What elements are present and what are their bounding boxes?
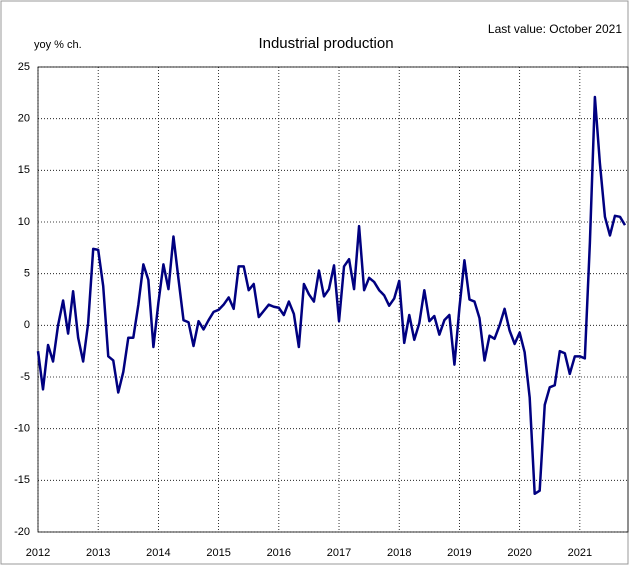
x-tick-label: 2013 [86, 547, 110, 559]
y-tick-label: -5 [20, 371, 30, 383]
x-tick-label: 2014 [146, 547, 170, 559]
y-tick-label: 5 [24, 268, 30, 280]
y-tick-label: -10 [14, 423, 30, 435]
y-tick-label: -20 [14, 526, 30, 538]
x-tick-label: 2019 [447, 547, 471, 559]
y-tick-label: 15 [18, 164, 30, 176]
x-tick-label: 2015 [206, 547, 230, 559]
x-tick-label: 2021 [568, 547, 592, 559]
x-tick-label: 2017 [327, 547, 351, 559]
x-tick-label: 2012 [26, 547, 50, 559]
y-tick-label: 20 [18, 113, 30, 125]
y-axis-label: yoy % ch. [34, 39, 82, 51]
y-tick-label: 10 [18, 216, 30, 228]
plot-area [37, 66, 629, 533]
annotation: Last value: October 2021 [488, 22, 622, 36]
x-tick-label: 2016 [267, 547, 291, 559]
y-tick-label: -15 [14, 474, 30, 486]
x-tick-label: 2020 [507, 547, 531, 559]
y-tick-label: 25 [18, 61, 30, 73]
chart-title: Industrial production [258, 35, 393, 52]
y-tick-label: 0 [24, 319, 30, 331]
x-tick-label: 2018 [387, 547, 411, 559]
data-line [36, 95, 627, 496]
